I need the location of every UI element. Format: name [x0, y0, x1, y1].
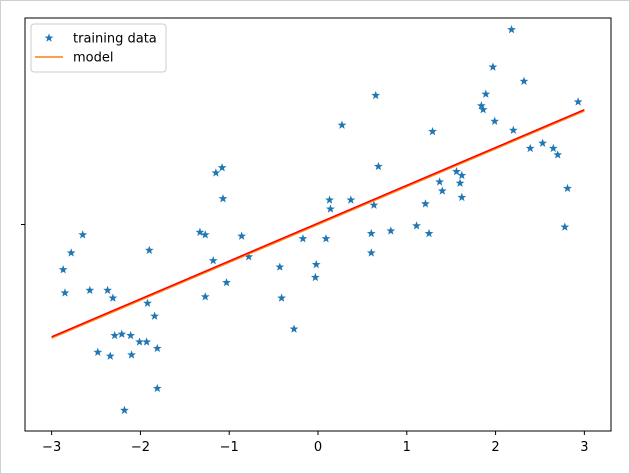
data-point — [366, 248, 376, 257]
data-point — [488, 62, 498, 71]
data-point — [289, 324, 299, 333]
data-point — [337, 120, 347, 129]
data-point — [93, 347, 103, 356]
data-point — [507, 25, 516, 34]
data-point — [371, 90, 381, 100]
legend-marker-star — [44, 33, 54, 42]
data-point — [421, 199, 430, 208]
data-point — [103, 285, 112, 295]
axes: −3 −2 −1 0 1 2 3 — [21, 224, 589, 455]
data-point — [455, 178, 465, 187]
data-point — [553, 150, 563, 159]
data-point — [481, 89, 491, 98]
data-point — [126, 330, 136, 340]
data-point — [143, 298, 152, 307]
data-point — [195, 227, 205, 236]
data-point — [519, 76, 529, 85]
data-point — [508, 125, 518, 135]
data-point — [435, 177, 445, 186]
data-point — [538, 138, 548, 147]
data-point — [105, 351, 115, 360]
data-point — [244, 252, 254, 261]
data-point — [142, 337, 152, 346]
data-point — [478, 105, 488, 114]
x-tick-label: 0 — [314, 440, 322, 455]
data-point — [374, 161, 383, 171]
data-point — [275, 262, 285, 271]
data-point — [311, 259, 321, 269]
data-point — [424, 228, 434, 238]
data-point — [117, 329, 127, 338]
data-point — [525, 143, 535, 153]
data-point — [222, 277, 231, 287]
x-tick-label: −2 — [131, 440, 150, 455]
legend-items: training data model — [35, 32, 157, 66]
data-point — [326, 204, 335, 213]
data-point — [66, 248, 76, 257]
data-point — [452, 166, 461, 176]
data-point — [211, 168, 221, 177]
data-point — [208, 256, 218, 265]
data-point — [457, 192, 467, 202]
data-point — [110, 330, 120, 340]
data-point — [152, 383, 162, 393]
data-point — [218, 194, 228, 203]
data-point — [277, 293, 286, 302]
data-point — [152, 343, 162, 353]
data-point — [135, 337, 144, 346]
fit-line — [51, 108, 585, 338]
data-point — [428, 126, 437, 136]
legend: training data model — [30, 23, 167, 73]
data-point — [298, 234, 308, 243]
data-point — [325, 195, 334, 204]
x-tick-label: −1 — [220, 440, 239, 455]
data-point — [200, 292, 210, 301]
data-point — [85, 285, 95, 295]
data-point — [573, 97, 583, 106]
data-point — [386, 226, 396, 235]
data-point — [563, 183, 572, 193]
data-point — [560, 222, 570, 231]
data-point — [127, 350, 136, 359]
data-point — [217, 163, 227, 172]
legend-label: training data — [73, 32, 157, 47]
data-point — [476, 101, 486, 110]
plot-marks — [51, 25, 585, 415]
x-tick-label: 1 — [403, 440, 411, 455]
data-point — [144, 245, 154, 255]
series-line-model — [51, 110, 585, 339]
x-tick-label: −3 — [42, 440, 61, 455]
data-point — [490, 116, 500, 125]
data-point — [369, 200, 379, 209]
data-point — [321, 234, 331, 243]
data-point — [437, 186, 447, 195]
legend-box — [30, 23, 167, 73]
data-point — [548, 143, 558, 153]
x-tick-label: 2 — [491, 440, 499, 455]
data-point — [108, 293, 118, 302]
data-point — [310, 272, 320, 282]
data-point — [60, 288, 70, 297]
data-point — [346, 195, 356, 204]
data-point — [457, 170, 467, 180]
data-point — [58, 265, 68, 274]
legend-label: model — [73, 51, 113, 66]
data-point — [78, 230, 88, 239]
data-point — [237, 231, 247, 240]
data-point — [200, 230, 210, 239]
x-tick-label: 3 — [580, 440, 588, 455]
data-point — [120, 405, 129, 415]
data-point — [366, 228, 376, 238]
data-point — [150, 311, 160, 320]
data-point — [412, 221, 421, 230]
